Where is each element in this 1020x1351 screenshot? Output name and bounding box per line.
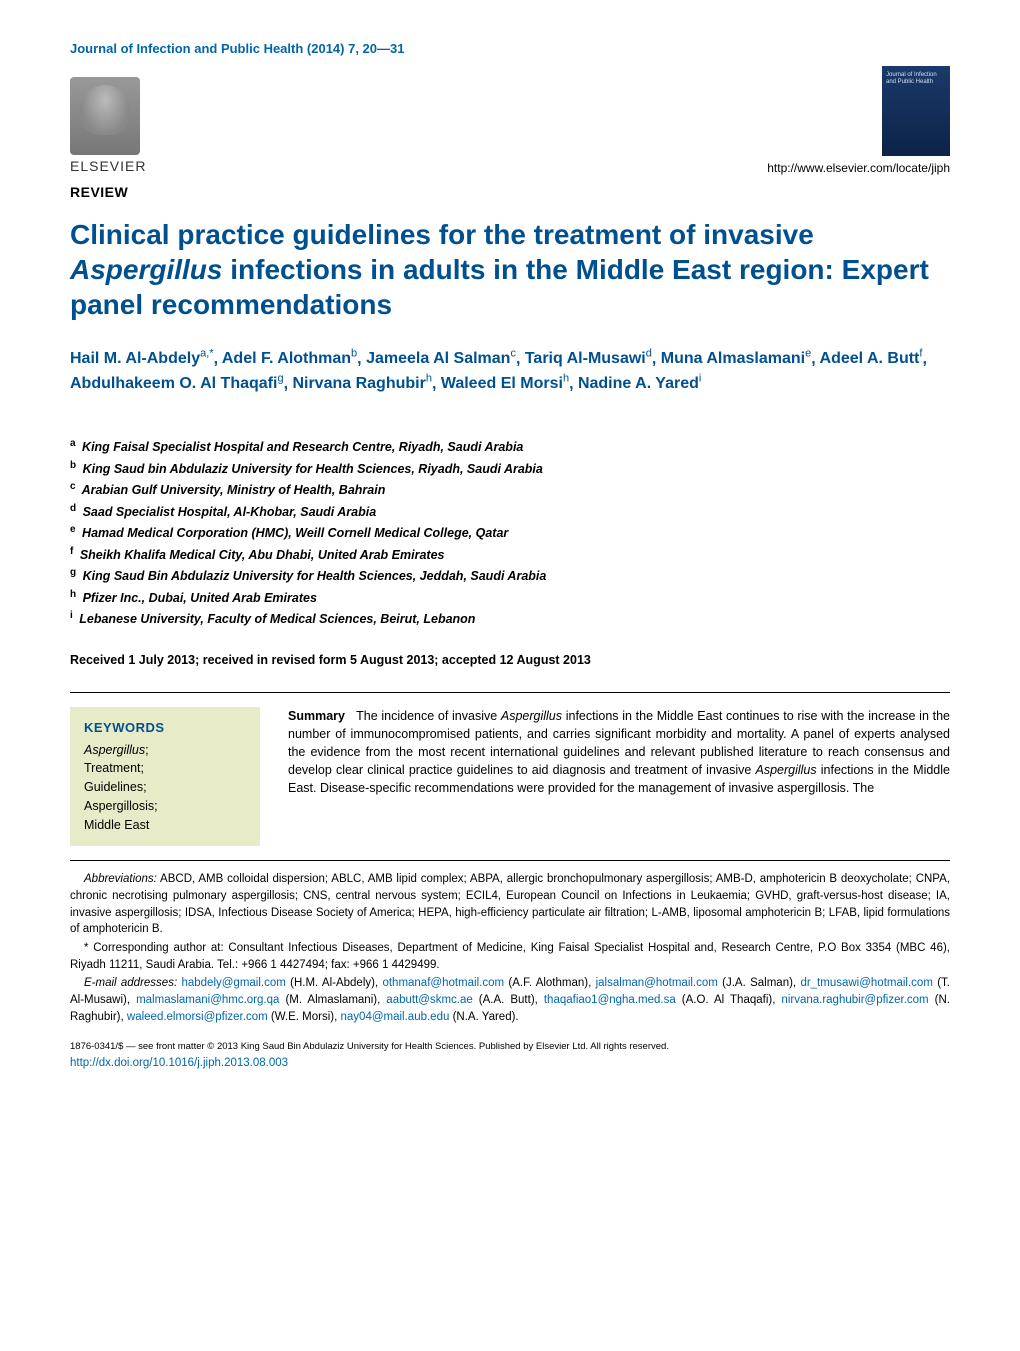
email-link[interactable]: dr_tmusawi@hotmail.com [800,977,932,989]
email-block: E-mail addresses: habdely@gmail.com (H.M… [70,975,950,1025]
logo-row: ELSEVIER Journal of Infection and Public… [70,66,950,177]
email-link[interactable]: thaqafiao1@ngha.med.sa [544,994,676,1006]
author: Nadine A. Yaredi [578,375,701,392]
affiliation-sup: h [70,589,76,600]
title-italic: Aspergillus [70,254,222,285]
email-link[interactable]: othmanaf@hotmail.com [382,977,504,989]
author-affil-ref: h [426,373,432,385]
keyword: Treatment [84,761,141,775]
author-affil-ref: a,* [200,348,213,360]
email-list: habdely@gmail.com (H.M. Al-Abdely), othm… [70,977,950,1022]
affiliation-sup: g [70,567,76,578]
doi-link[interactable]: http://dx.doi.org/10.1016/j.jiph.2013.08… [70,1055,950,1072]
email-person: (A.A. Butt), [473,994,544,1006]
author: Adeel A. Buttf [820,350,923,367]
email-person: (M. Almaslamani), [279,994,386,1006]
affiliation: e Hamad Medical Corporation (HMC), Weill… [70,522,950,544]
affiliation-sup: e [70,524,76,535]
author-affil-ref: b [351,348,357,360]
affiliation: h Pfizer Inc., Dubai, United Arab Emirat… [70,587,950,609]
email-person: (N.A. Yared). [449,1011,518,1023]
keywords-heading: KEYWORDS [84,719,246,737]
author: Muna Almaslamanie [661,350,811,367]
email-link[interactable]: nirvana.raghubir@pfizer.com [781,994,928,1006]
abbreviations-text: ABCD, AMB colloidal dispersion; ABLC, AM… [70,873,950,935]
email-link[interactable]: habdely@gmail.com [181,977,285,989]
author: Abdulhakeem O. Al Thaqafig [70,375,284,392]
summary-text: The incidence of invasive [356,709,501,723]
author-affil-ref: d [646,348,652,360]
article-title: Clinical practice guidelines for the tre… [70,217,950,322]
affiliation-sup: d [70,503,76,514]
corresponding-author: * Corresponding author at: Consultant In… [70,940,950,973]
article-type-label: REVIEW [70,183,950,203]
keyword: Middle East [84,818,149,832]
email-link[interactable]: aabutt@skmc.ae [386,994,472,1006]
author-affil-ref: h [563,373,569,385]
affiliation-sup: f [70,546,73,557]
affiliation: i Lebanese University, Faculty of Medica… [70,608,950,630]
keyword: Aspergillus [84,743,145,757]
summary-italic: Aspergillus [501,709,562,723]
author-list: Hail M. Al-Abdelya,*, Adel F. Alothmanb,… [70,346,950,397]
journal-cover-block: Journal of Infection and Public Health h… [767,66,950,177]
header-bar: Journal of Infection and Public Health (… [70,40,950,58]
author: Hail M. Al-Abdelya,* [70,350,214,367]
affiliation-sup: b [70,460,76,471]
author-affil-ref: f [919,348,922,360]
email-link[interactable]: nay04@mail.aub.edu [341,1011,450,1023]
author: Nirvana Raghubirh [292,375,431,392]
title-segment: Clinical practice guidelines for the tre… [70,219,814,250]
keywords-box: KEYWORDS Aspergillus;Treatment;Guideline… [70,707,260,847]
email-person: (A.O. Al Thaqafi), [676,994,782,1006]
email-person: (J.A. Salman), [718,977,801,989]
content-row: KEYWORDS Aspergillus;Treatment;Guideline… [70,692,950,847]
footnotes: Abbreviations: ABCD, AMB colloidal dispe… [70,860,950,1071]
email-person: (A.F. Alothman), [504,977,596,989]
email-link[interactable]: jalsalman@hotmail.com [596,977,718,989]
keyword: Aspergillosis [84,799,154,813]
email-person: (H.M. Al-Abdely), [286,977,383,989]
affiliation: d Saad Specialist Hospital, Al-Khobar, S… [70,501,950,523]
keywords-list: Aspergillus;Treatment;Guidelines;Aspergi… [84,741,246,835]
email-person: (W.E. Morsi), [268,1011,341,1023]
abbreviations-block: Abbreviations: ABCD, AMB colloidal dispe… [70,871,950,938]
abbreviations-label: Abbreviations: [84,873,157,885]
affiliation-sup: c [70,481,76,492]
author: Tariq Al-Musawid [525,350,652,367]
affiliation: b King Saud bin Abdulaziz University for… [70,458,950,480]
email-link[interactable]: waleed.elmorsi@pfizer.com [127,1011,268,1023]
author: Adel F. Alothmanb [222,350,357,367]
author-affil-ref: i [699,373,701,385]
affiliation: f Sheikh Khalifa Medical City, Abu Dhabi… [70,544,950,566]
affiliation: c Arabian Gulf University, Ministry of H… [70,479,950,501]
author-affil-ref: c [510,348,516,360]
summary-label: Summary [288,709,345,723]
journal-reference: Journal of Infection and Public Health (… [70,40,404,58]
author-affil-ref: e [805,348,811,360]
summary-italic: Aspergillus [755,763,816,777]
affiliation-sup: i [70,610,73,621]
affiliation-sup: a [70,438,76,449]
summary-block: Summary The incidence of invasive Asperg… [288,707,950,847]
affiliation: g King Saud Bin Abdulaziz University for… [70,565,950,587]
email-label: E-mail addresses: [84,977,177,989]
copyright-line: 1876-0341/$ — see front matter © 2013 Ki… [70,1040,950,1054]
affiliation-list: a King Faisal Specialist Hospital and Re… [70,436,950,630]
article-dates: Received 1 July 2013; received in revise… [70,652,950,670]
publisher-logo: ELSEVIER [70,77,146,177]
publisher-name: ELSEVIER [70,157,146,177]
author-affil-ref: g [277,373,283,385]
author: Waleed El Morsih [441,375,569,392]
elsevier-tree-icon [70,77,140,155]
author: Jameela Al Salmanc [366,350,516,367]
keyword: Guidelines [84,780,143,794]
journal-cover-thumbnail: Journal of Infection and Public Health [882,66,950,156]
affiliation: a King Faisal Specialist Hospital and Re… [70,436,950,458]
journal-url[interactable]: http://www.elsevier.com/locate/jiph [767,160,950,177]
email-link[interactable]: malmaslamani@hmc.org.qa [136,994,279,1006]
